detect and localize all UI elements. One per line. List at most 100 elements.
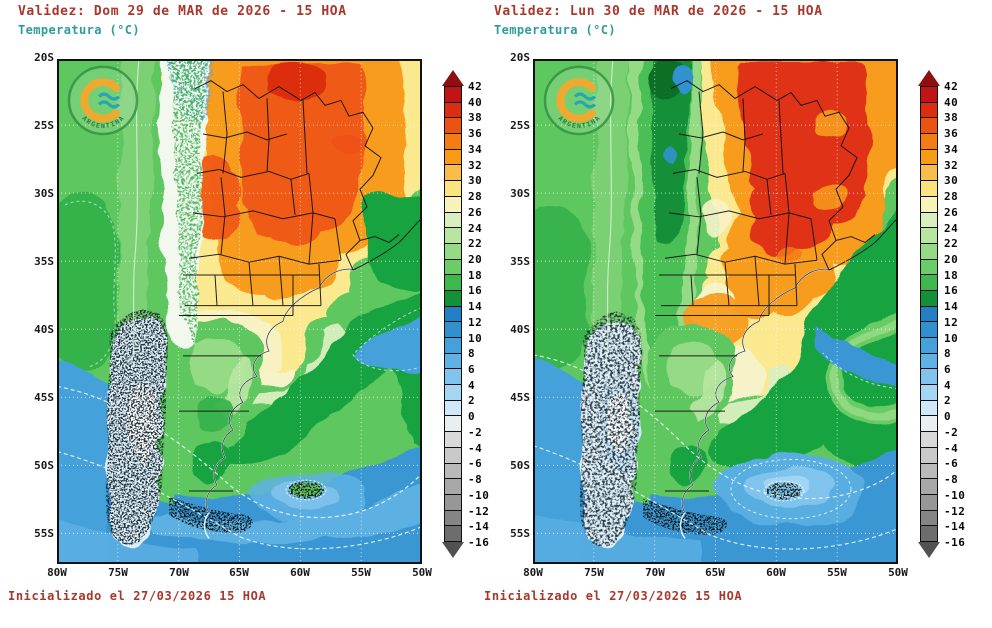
legend-cell xyxy=(445,164,461,181)
legend-cell xyxy=(445,258,461,275)
legend-cell xyxy=(921,87,937,102)
legend-color-bar xyxy=(920,86,938,542)
legend-tick-label: 18 xyxy=(468,268,483,282)
legend-cell xyxy=(445,368,461,385)
lat-tick-label: 45S xyxy=(510,391,530,404)
legend-tick-label: 34 xyxy=(944,142,959,156)
legend-cell xyxy=(445,493,461,510)
legend-tick-label: 42 xyxy=(944,80,959,93)
legend-tick-label: 4 xyxy=(468,378,476,392)
lon-tick-label: 60W xyxy=(766,566,786,579)
legend-tick-label: -2 xyxy=(944,425,959,439)
legend-tick-label: 32 xyxy=(944,158,959,172)
lon-tick-label: 75W xyxy=(584,566,604,579)
legend-tick-label: 26 xyxy=(944,205,959,219)
forecast-panel-day2: Validez: Lun 30 de MAR de 2026 - 15 HOA … xyxy=(476,0,992,628)
legend-cell xyxy=(445,462,461,479)
legend-tick-label: 24 xyxy=(468,221,483,235)
legend-cell xyxy=(921,337,937,353)
legend-arrow-above-max xyxy=(442,70,464,86)
legend-cell xyxy=(921,352,937,369)
legend-tick-label: -8 xyxy=(468,473,483,487)
legend-tick-label: 2 xyxy=(944,394,952,408)
lon-tick-label: 65W xyxy=(229,566,249,579)
lat-tick-label: 30S xyxy=(510,187,530,200)
legend-tick-label: -8 xyxy=(944,473,959,487)
legend-cell xyxy=(445,242,461,259)
lat-tick-label: 55S xyxy=(510,527,530,540)
legend-arrow-above-max xyxy=(918,70,940,86)
lat-tick-label: 40S xyxy=(510,323,530,336)
legend-tick-label: 28 xyxy=(944,190,959,204)
legend-tick-label: -12 xyxy=(468,504,490,518)
legend-cell xyxy=(921,525,937,541)
legend-tick-label: 10 xyxy=(468,331,483,345)
lat-tick-label: 30S xyxy=(34,187,54,200)
lon-tick-label: 75W xyxy=(108,566,128,579)
legend-cell xyxy=(921,446,937,463)
forecast-panel-day1: Validez: Dom 29 de MAR de 2026 - 15 HOA … xyxy=(8,4,510,603)
legend-tick-label: -14 xyxy=(468,520,490,534)
legend-tick-label: 6 xyxy=(468,363,476,377)
lat-tick-label: 25S xyxy=(34,119,54,132)
legend-tick-label: 14 xyxy=(944,300,959,314)
legend-tick-label: 30 xyxy=(468,174,483,188)
legend-tick-label: 24 xyxy=(944,221,959,235)
legend-tick-label: 36 xyxy=(468,127,483,141)
legend-tick-label: -4 xyxy=(468,441,483,455)
legend-cell xyxy=(445,478,461,494)
map-title: Validez: Dom 29 de MAR de 2026 - 15 HOA xyxy=(18,4,347,19)
lon-tick-label: 70W xyxy=(645,566,665,579)
init-time-label: Inicializado el 27/03/2026 15 HOA xyxy=(8,589,267,603)
legend-tick-label: -2 xyxy=(468,425,483,439)
legend-tick-label: 12 xyxy=(944,315,959,329)
legend-cell xyxy=(445,87,461,102)
map-subtitle: Temperatura (°C) xyxy=(18,23,140,37)
lat-tick-label: 50S xyxy=(34,459,54,472)
legend-cell xyxy=(445,384,461,400)
legend-cell xyxy=(921,274,937,290)
legend-tick-label: 10 xyxy=(944,331,959,345)
legend-tick-label: 40 xyxy=(468,95,483,109)
legend-cell xyxy=(921,462,937,479)
temperature-colorbar: 42 40 38 36 34 32 30 28 26 24 22 20 18 16 14 12 10 8 6 4 2 0-… xyxy=(442,70,510,566)
legend-tick-label: 12 xyxy=(468,315,483,329)
legend-cell xyxy=(921,242,937,259)
legend-tick-label: 18 xyxy=(944,268,959,282)
lon-tick-label: 80W xyxy=(47,566,67,579)
legend-cell xyxy=(921,164,937,181)
legend-tick-label: -16 xyxy=(468,536,490,549)
legend-cell xyxy=(445,509,461,526)
legend-tick-label: 14 xyxy=(468,300,483,314)
lat-tick-label: 25S xyxy=(510,119,530,132)
legend-tick-label: 8 xyxy=(468,347,476,361)
smn-argentina-logo: ARGENTINA xyxy=(543,65,615,136)
legend-cell xyxy=(921,101,937,118)
legend-cell xyxy=(921,321,937,337)
legend-tick-label: 16 xyxy=(944,284,959,298)
legend-cell xyxy=(445,337,461,353)
lon-tick-label: 60W xyxy=(290,566,310,579)
lat-tick-label: 35S xyxy=(510,255,530,268)
legend-cell xyxy=(445,211,461,228)
legend-cell xyxy=(921,148,937,165)
legend-cell xyxy=(445,101,461,118)
legend-tick-label: 2 xyxy=(468,394,476,408)
legend-tick-label: 6 xyxy=(944,363,952,377)
legend-tick-label: 22 xyxy=(468,237,483,251)
legend-tick-label: -6 xyxy=(944,457,959,471)
legend-cell xyxy=(445,525,461,541)
map-subtitle: Temperatura (°C) xyxy=(494,23,616,37)
legend-cell xyxy=(445,399,461,416)
legend-cell xyxy=(445,117,461,134)
legend-cell xyxy=(445,446,461,463)
legend-tick-label: 4 xyxy=(944,378,952,392)
legend-cell xyxy=(445,133,461,149)
lon-tick-label: 80W xyxy=(523,566,543,579)
legend-tick-label: 38 xyxy=(468,111,483,125)
legend-cell xyxy=(445,289,461,306)
legend-tick-label: -16 xyxy=(944,536,966,549)
legend-tick-label: 36 xyxy=(944,127,959,141)
legend-tick-label: 30 xyxy=(944,174,959,188)
lat-tick-label: 20S xyxy=(510,51,530,64)
